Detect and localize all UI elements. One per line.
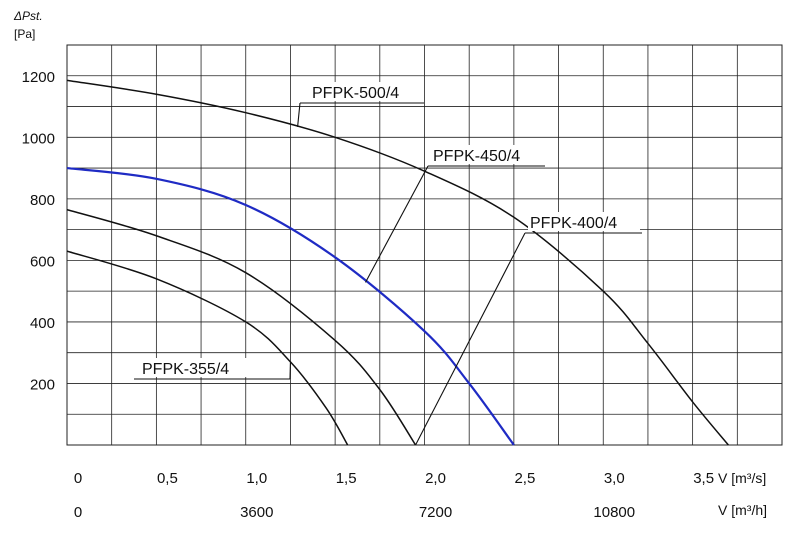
label-leader (297, 102, 301, 128)
chart-curves (66, 79, 729, 446)
label-background (431, 145, 543, 164)
curve-pfpk-450-4 (66, 166, 515, 446)
y-axis-title: ΔPst. (13, 9, 43, 23)
x-tick-label-m3h: 0 (74, 504, 82, 521)
x-tick-label-m3s: 2,0 (425, 470, 446, 487)
y-tick-label: 1000 (22, 130, 55, 147)
label-background (310, 82, 422, 101)
y-tick-label: 200 (30, 376, 55, 393)
x-tick-label-m3s: 3,0 (604, 470, 625, 487)
label-leader (415, 232, 526, 446)
y-tick-label: 1200 (22, 69, 55, 86)
chart-axes: 200 400 600 800 1000 1200 0 0,5 1,0 1,5 2,0 2,5 3,0 3… (22, 44, 783, 521)
x-tick-label-m3s: 0 (74, 470, 82, 487)
y-tick-label: 800 (30, 192, 55, 209)
series-label-pfpk-450-4: PFPK-450/4 (433, 148, 520, 165)
plot-frame (66, 44, 783, 446)
label-leader (365, 165, 429, 283)
x-tick-label-m3h: 10800 (593, 504, 635, 521)
x-tick-label-m3s: 3,5 (693, 470, 714, 487)
x-axis-title-m3h: V [m³/h] (718, 502, 767, 518)
y-tick-label: 400 (30, 315, 55, 332)
y-axis-unit: [Pa] (14, 27, 35, 41)
y-tick-label: 600 (30, 253, 55, 270)
x-tick-label-m3s: 0,5 (157, 470, 178, 487)
label-background (140, 358, 252, 377)
chart-grid (67, 44, 782, 445)
curve-pfpk-400-4 (66, 208, 417, 446)
series-label-pfpk-500-4: PFPK-500/4 (312, 85, 399, 102)
curve-pfpk-355-4 (66, 250, 349, 446)
x-tick-label-m3s: 2,5 (514, 470, 535, 487)
x-axis-title-m3s: V [m³/s] (718, 470, 766, 486)
curve-pfpk-500-4 (66, 79, 729, 446)
series-label-pfpk-400-4: PFPK-400/4 (530, 215, 617, 232)
x-tick-label-m3h: 3600 (240, 504, 273, 521)
label-leader-lines (134, 102, 642, 446)
series-label-pfpk-355-4: PFPK-355/4 (142, 361, 229, 378)
chart-labels: PFPK-500/4 PFPK-450/4 PFPK-400/4 PFPK-355/4 (140, 82, 640, 378)
label-background (528, 212, 640, 231)
x-tick-label-m3h: 7200 (419, 504, 452, 521)
x-tick-label-m3s: 1,0 (246, 470, 267, 487)
x-tick-label-m3s: 1,5 (336, 470, 357, 487)
